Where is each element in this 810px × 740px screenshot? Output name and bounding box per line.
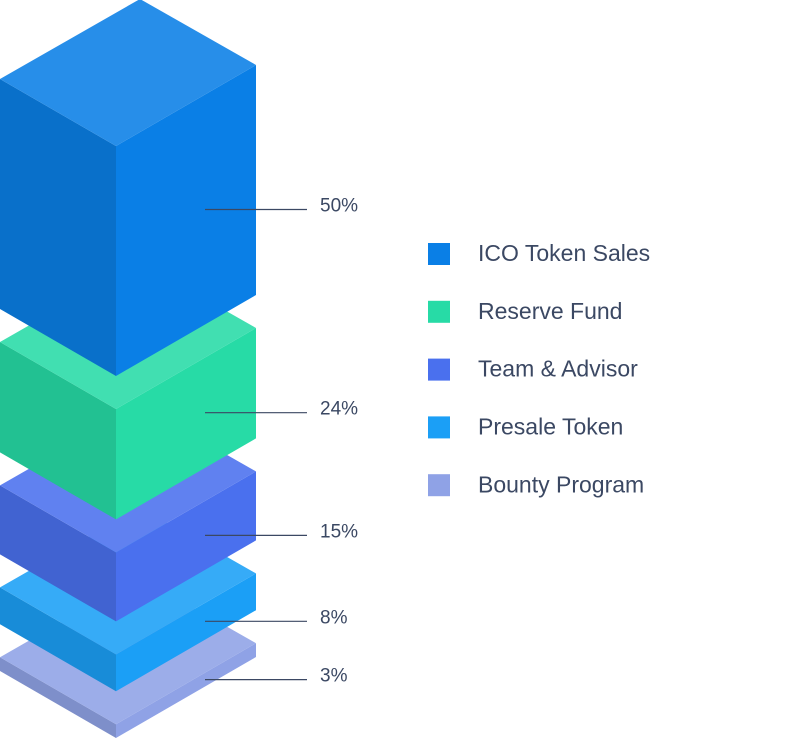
block-right-face xyxy=(116,471,256,622)
block-right-face xyxy=(116,328,256,520)
block-left-face xyxy=(0,79,116,376)
value-label: 3% xyxy=(320,666,348,687)
legend-swatch xyxy=(428,243,450,265)
value-label: 8% xyxy=(320,607,348,628)
legend-label: Bounty Program xyxy=(478,471,644,497)
block-left-face xyxy=(0,485,116,622)
block-left-face xyxy=(0,587,116,692)
legend-label: Reserve Fund xyxy=(478,298,622,324)
legend-label: Presale Token xyxy=(478,413,623,439)
value-label: 24% xyxy=(320,399,358,420)
block-left-face xyxy=(0,342,116,520)
block-right-face xyxy=(116,573,256,692)
value-label: 50% xyxy=(320,196,358,217)
block-left-face xyxy=(0,657,116,738)
block-right-face xyxy=(116,643,256,738)
block-top-face xyxy=(0,0,256,146)
legend-swatch xyxy=(428,300,450,323)
legend-label: ICO Token Sales xyxy=(478,240,650,266)
block-right-face xyxy=(116,65,256,376)
legend-swatch xyxy=(428,358,450,381)
legend-swatch xyxy=(428,474,450,497)
value-label: 15% xyxy=(320,521,358,542)
legend-swatch xyxy=(428,416,450,439)
block xyxy=(0,0,256,376)
legend-label: Team & Advisor xyxy=(478,356,638,382)
